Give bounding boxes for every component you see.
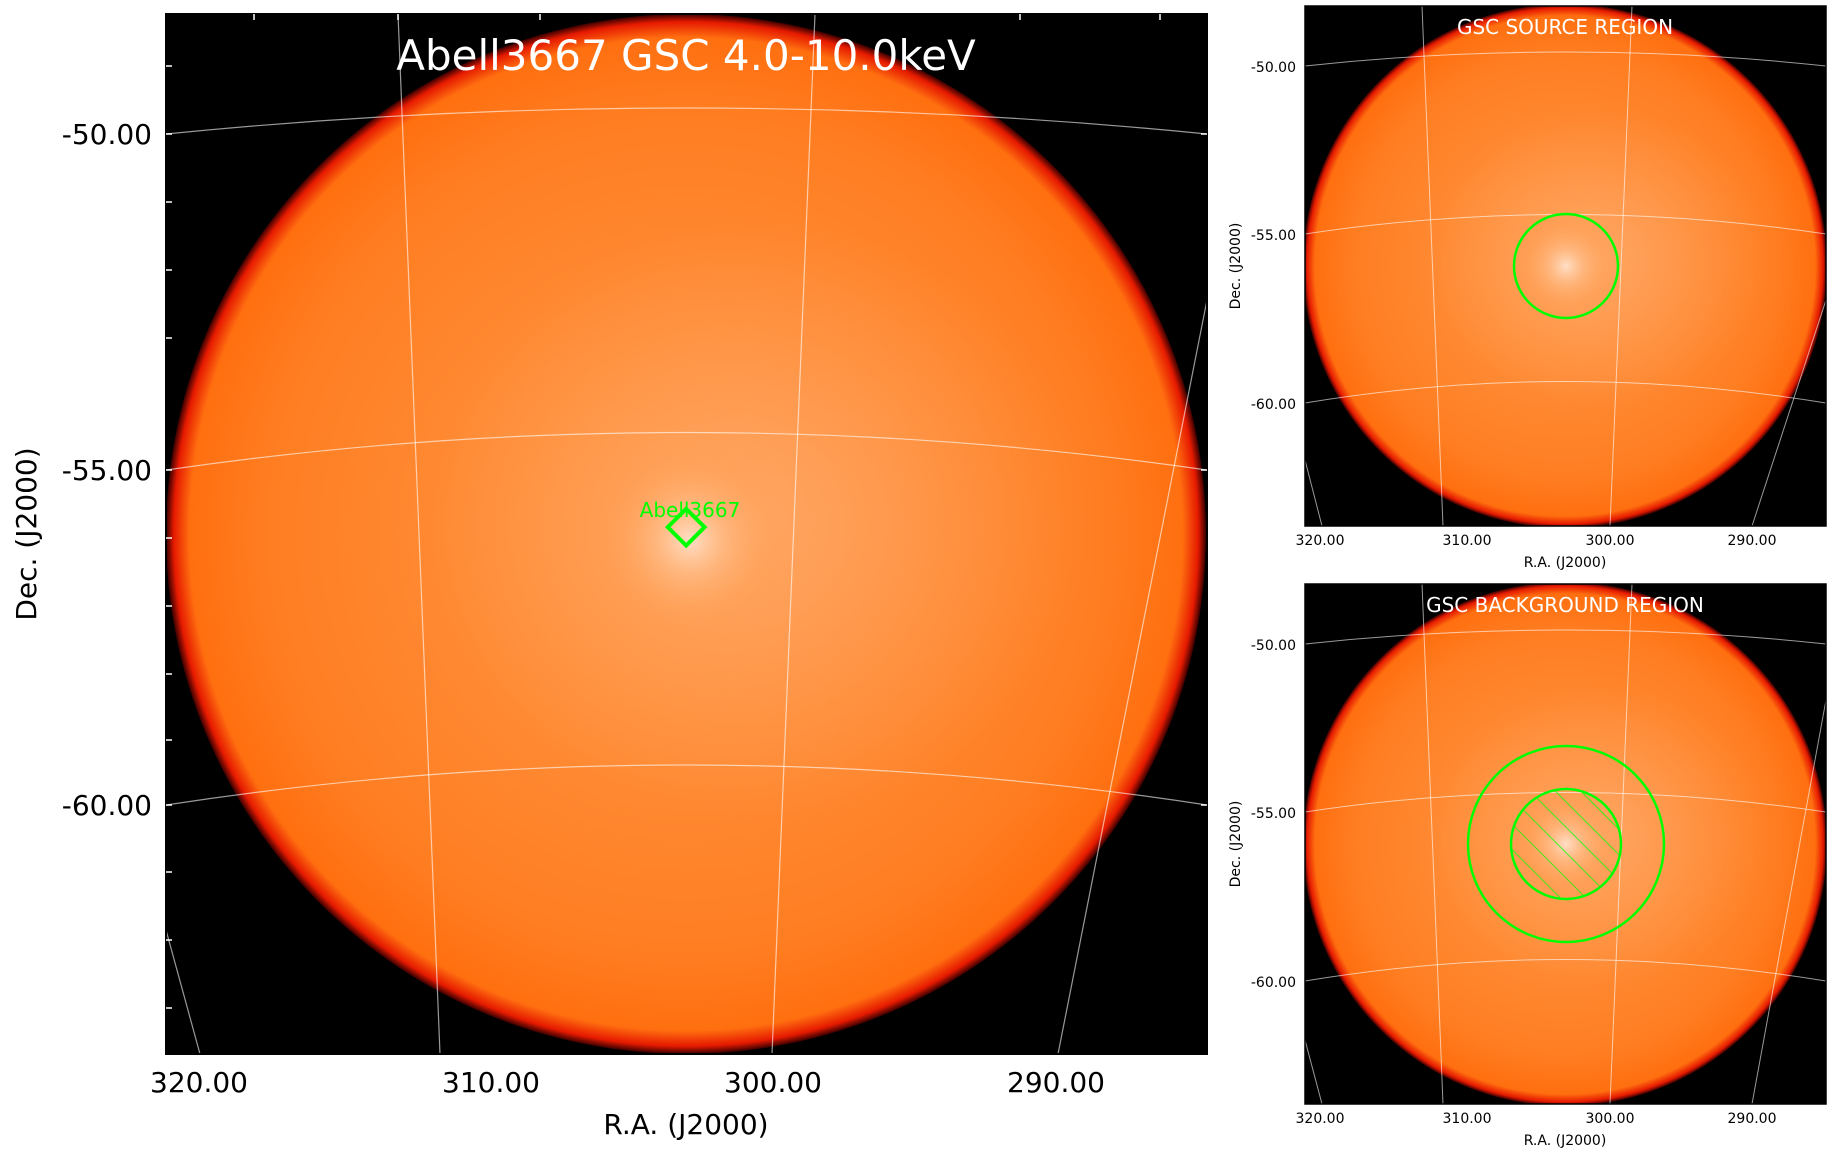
grid-dec-line bbox=[1305, 51, 1826, 67]
background-x-tick-label: 300.00 bbox=[1586, 1111, 1635, 1127]
main-title: Abell3667 GSC 4.0-10.0keV bbox=[396, 31, 976, 80]
background-x-tick-label: 320.00 bbox=[1296, 1111, 1345, 1127]
main-coordinate-grid bbox=[166, 14, 1207, 1054]
source-y-axis-label: Dec. (J2000) bbox=[1228, 223, 1244, 310]
grid-dec-line bbox=[1305, 629, 1826, 645]
grid-dec-line bbox=[166, 107, 1207, 135]
source-panel: GSC SOURCE REGION -50.00 -55.00 -60.00 3… bbox=[1228, 5, 1827, 571]
main-y-tick-label: -55.00 bbox=[62, 454, 152, 487]
background-image bbox=[1305, 584, 1826, 1104]
grid-ra-line bbox=[1305, 1039, 1323, 1104]
source-y-tick-label: -60.00 bbox=[1251, 397, 1296, 413]
main-y-tick-label: -60.00 bbox=[62, 789, 152, 822]
main-panel: Abell3667 Abell3667 GSC 4.0-10.0keV -50.… bbox=[10, 13, 1208, 1141]
background-excluded-region bbox=[1509, 787, 1623, 901]
source-marker-label: Abell3667 bbox=[640, 498, 741, 522]
grid-ra-line bbox=[1057, 299, 1207, 1054]
source-y-tick-label: -55.00 bbox=[1251, 228, 1296, 244]
main-x-tick-label: 320.00 bbox=[150, 1066, 248, 1099]
source-title: GSC SOURCE REGION bbox=[1457, 15, 1673, 39]
grid-dec-line bbox=[166, 764, 1207, 806]
grid-dec-line bbox=[166, 431, 1207, 471]
background-y-tick-label: -50.00 bbox=[1251, 638, 1296, 654]
source-extraction-circle bbox=[1512, 212, 1620, 320]
grid-ra-line bbox=[1751, 699, 1826, 1104]
source-frame bbox=[1304, 5, 1827, 527]
grid-ra-line bbox=[1421, 584, 1444, 1104]
background-frame bbox=[1304, 583, 1827, 1105]
background-annulus-outer bbox=[1466, 744, 1666, 944]
grid-ra-line bbox=[1751, 299, 1826, 526]
source-x-tick-label: 310.00 bbox=[1443, 533, 1492, 549]
main-x-tick-label: 310.00 bbox=[442, 1066, 540, 1099]
main-ticks bbox=[166, 14, 1207, 1009]
grid-ra-line bbox=[397, 14, 441, 1054]
background-x-tick-label: 310.00 bbox=[1443, 1111, 1492, 1127]
grid-ra-line bbox=[1305, 459, 1323, 526]
grid-ra-line bbox=[166, 929, 201, 1054]
source-x-tick-label: 290.00 bbox=[1728, 533, 1777, 549]
background-y-axis-label: Dec. (J2000) bbox=[1228, 801, 1244, 888]
grid-dec-line bbox=[1305, 959, 1826, 982]
background-panel: GSC BACKGROUND REGION -50.00 -55.00 -60.… bbox=[1228, 583, 1827, 1149]
source-x-tick-label: 320.00 bbox=[1296, 533, 1345, 549]
source-y-tick-label: -50.00 bbox=[1251, 60, 1296, 76]
main-x-tick-label: 290.00 bbox=[1007, 1066, 1105, 1099]
grid-ra-line bbox=[771, 14, 816, 1054]
main-y-tick-label: -50.00 bbox=[62, 118, 152, 151]
background-y-tick-label: -55.00 bbox=[1251, 806, 1296, 822]
main-x-axis-label: R.A. (J2000) bbox=[603, 1108, 768, 1141]
background-x-axis-label: R.A. (J2000) bbox=[1524, 1133, 1607, 1149]
source-x-tick-label: 300.00 bbox=[1586, 533, 1635, 549]
grid-ra-line bbox=[1609, 6, 1633, 526]
background-title: GSC BACKGROUND REGION bbox=[1426, 593, 1704, 617]
grid-ra-line bbox=[1421, 6, 1444, 526]
source-x-axis-label: R.A. (J2000) bbox=[1524, 555, 1607, 571]
main-image: Abell3667 bbox=[166, 14, 1207, 1054]
main-y-axis-label: Dec. (J2000) bbox=[10, 447, 43, 620]
source-cluster-emission bbox=[1518, 218, 1614, 314]
main-frame bbox=[165, 13, 1208, 1055]
main-x-tick-label: 300.00 bbox=[724, 1066, 822, 1099]
source-marker-diamond bbox=[664, 505, 708, 549]
grid-dec-line bbox=[1305, 381, 1826, 404]
source-image bbox=[1305, 6, 1826, 526]
background-x-tick-label: 290.00 bbox=[1728, 1111, 1777, 1127]
background-y-tick-label: -60.00 bbox=[1251, 975, 1296, 991]
